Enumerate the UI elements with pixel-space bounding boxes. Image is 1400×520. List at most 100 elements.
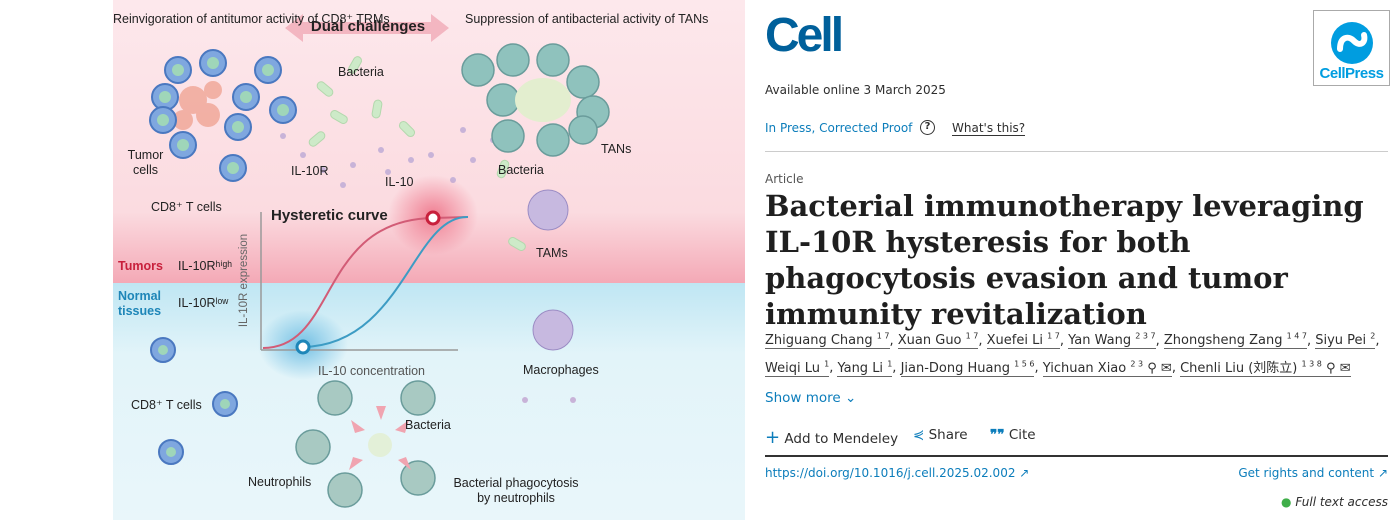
author-item: Yichuan Xiao 2 3 ⚲ ✉, bbox=[1042, 359, 1181, 377]
article-header: Cell CellPress Available online 3 March … bbox=[765, 0, 1395, 520]
author-name: Xuefei Li bbox=[986, 333, 1043, 349]
author-affiliations: 1 3 8 bbox=[1301, 359, 1322, 369]
label-y-axis: IL-10R expression bbox=[238, 233, 251, 328]
author-affiliations: 1 bbox=[887, 359, 893, 369]
rights-link[interactable]: Get rights and content ↗ bbox=[1238, 466, 1388, 480]
label-cd8-bottom: CD8⁺ T cells bbox=[131, 398, 202, 412]
label-cd8-top: CD8⁺ T cells bbox=[151, 200, 222, 214]
doi-link[interactable]: https://doi.org/10.1016/j.cell.2025.02.0… bbox=[765, 466, 1029, 480]
plus-icon: + bbox=[765, 427, 781, 448]
doi-text: https://doi.org/10.1016/j.cell.2025.02.0… bbox=[765, 466, 1016, 480]
header-center: Dual challenges bbox=[310, 18, 426, 35]
author-item: Jian-Dong Huang 1 5 6, bbox=[900, 359, 1043, 377]
graphical-abstract-art bbox=[113, 0, 745, 520]
access-dot-icon: ● bbox=[1281, 495, 1292, 509]
author-list: Zhiguang Chang 1 7, Xuan Guo 1 7, Xuefei… bbox=[765, 325, 1395, 380]
help-icon[interactable]: ? bbox=[920, 120, 935, 135]
author-link[interactable]: Chenli Liu (刘陈立) 1 3 8 ⚲ ✉ bbox=[1180, 359, 1351, 377]
label-il10: IL-10 bbox=[385, 175, 414, 189]
author-name: Siyu Pei bbox=[1315, 333, 1367, 349]
email-icon: ✉ bbox=[1160, 360, 1172, 376]
email-icon: ✉ bbox=[1339, 360, 1351, 376]
author-link[interactable]: Yan Wang 2 3 7 bbox=[1068, 332, 1156, 350]
journal-logo[interactable]: Cell bbox=[765, 9, 844, 62]
label-bacteria-tan: Bacteria bbox=[498, 163, 544, 177]
author-item: Zhongsheng Zang 1 4 7, bbox=[1163, 332, 1316, 350]
author-link[interactable]: Weiqi Lu 1 bbox=[765, 359, 830, 377]
header-left: Reinvigoration of antitumor activity of … bbox=[113, 12, 390, 26]
author-name: Yichuan Xiao bbox=[1042, 360, 1127, 376]
access-text: Full text access bbox=[1295, 495, 1388, 509]
person-icon: ⚲ bbox=[1147, 360, 1157, 376]
label-bacteria-bottom: Bacteria bbox=[405, 418, 451, 432]
author-link[interactable]: Yichuan Xiao 2 3 ⚲ ✉ bbox=[1042, 359, 1172, 377]
show-more-button[interactable]: Show more ⌄ bbox=[765, 390, 856, 406]
author-affiliations: 1 7 bbox=[876, 332, 890, 341]
divider bbox=[765, 455, 1388, 457]
share-icon: ⋞ bbox=[913, 427, 925, 443]
author-name: Zhongsheng Zang bbox=[1163, 333, 1283, 349]
access-status: ● Full text access bbox=[1281, 495, 1388, 509]
cite-label: Cite bbox=[1008, 427, 1036, 443]
add-mendeley-button[interactable]: + Add to Mendeley bbox=[765, 427, 898, 448]
share-label: Share bbox=[928, 427, 968, 443]
author-item: Yan Wang 2 3 7, bbox=[1068, 332, 1164, 350]
author-affiliations: 1 4 7 bbox=[1286, 332, 1307, 341]
cite-button[interactable]: ❞❞ Cite bbox=[990, 427, 1036, 443]
author-affiliations: 1 bbox=[824, 359, 830, 369]
author-item: Yang Li 1, bbox=[837, 359, 901, 377]
author-link[interactable]: Siyu Pei 2 bbox=[1315, 332, 1376, 350]
show-more-label: Show more bbox=[765, 390, 841, 406]
author-item: Xuefei Li 1 7, bbox=[986, 332, 1069, 350]
label-x-axis: IL-10 concentration bbox=[318, 364, 426, 378]
person-icon: ⚲ bbox=[1326, 360, 1336, 376]
author-link[interactable]: Xuefei Li 1 7 bbox=[986, 332, 1060, 350]
author-name: Yan Wang bbox=[1068, 333, 1132, 349]
cellpress-logo[interactable]: CellPress bbox=[1313, 10, 1390, 86]
author-affiliations: 2 3 bbox=[1130, 359, 1144, 369]
author-name: Chenli Liu (刘陈立) bbox=[1180, 360, 1298, 376]
author-affiliations: 1 7 bbox=[965, 332, 979, 341]
label-bacteria: Bacteria bbox=[338, 65, 384, 79]
external-link-icon: ↗ bbox=[1019, 466, 1030, 480]
available-date: Available online 3 March 2025 bbox=[765, 83, 946, 97]
article-title: Bacterial immunotherapy leveraging IL-10… bbox=[765, 189, 1364, 331]
rights-text: Get rights and content bbox=[1238, 466, 1375, 480]
author-affiliations: 2 3 7 bbox=[1135, 332, 1156, 341]
author-item: Siyu Pei 2, bbox=[1315, 332, 1380, 350]
author-name: Jian-Dong Huang bbox=[900, 360, 1010, 376]
label-hysteretic: Hysteretic curve bbox=[271, 207, 388, 224]
publisher-name: CellPress bbox=[1319, 65, 1384, 82]
author-link[interactable]: Xuan Guo 1 7 bbox=[897, 332, 979, 350]
author-link[interactable]: Yang Li 1 bbox=[837, 359, 893, 377]
header-right: Suppression of antibacterial activity of… bbox=[465, 12, 709, 26]
label-tumors: Tumors bbox=[118, 259, 163, 273]
label-tumor-cells: Tumor cells bbox=[127, 148, 164, 177]
author-link[interactable]: Zhongsheng Zang 1 4 7 bbox=[1163, 332, 1307, 350]
label-neutrophils: Neutrophils bbox=[248, 475, 312, 489]
author-item: Zhiguang Chang 1 7, bbox=[765, 332, 898, 350]
label-il10r: IL-10R bbox=[291, 164, 329, 178]
author-name: Xuan Guo bbox=[897, 333, 962, 349]
label-macrophages: Macrophages bbox=[523, 363, 599, 377]
quote-icon: ❞❞ bbox=[990, 427, 1005, 443]
label-tams: TAMs bbox=[536, 246, 568, 260]
whats-this-link[interactable]: What's this? bbox=[952, 121, 1026, 136]
add-mendeley-label: Add to Mendeley bbox=[784, 431, 899, 447]
author-name: Zhiguang Chang bbox=[765, 333, 873, 349]
author-affiliations: 2 bbox=[1370, 332, 1376, 341]
author-item: Xuan Guo 1 7, bbox=[897, 332, 987, 350]
chevron-down-icon: ⌄ bbox=[844, 390, 857, 406]
author-item: Chenli Liu (刘陈立) 1 3 8 ⚲ ✉ bbox=[1180, 359, 1351, 377]
author-link[interactable]: Jian-Dong Huang 1 5 6 bbox=[900, 359, 1035, 377]
share-button[interactable]: ⋞ Share bbox=[913, 427, 968, 443]
author-item: Weiqi Lu 1, bbox=[765, 359, 838, 377]
external-link-icon: ↗ bbox=[1377, 466, 1388, 480]
label-phagocytosis: Bacterial phagocytosis by neutrophils bbox=[453, 476, 579, 505]
status-link[interactable]: In Press, Corrected Proof bbox=[765, 121, 913, 135]
author-affiliations: 1 5 6 bbox=[1014, 359, 1035, 369]
author-link[interactable]: Zhiguang Chang 1 7 bbox=[765, 332, 890, 350]
label-il10r-low: IL-10Rˡᵒʷ bbox=[178, 296, 229, 310]
label-normal-tissues: Normal tissues bbox=[117, 289, 162, 318]
cellpress-icon bbox=[1331, 22, 1373, 64]
